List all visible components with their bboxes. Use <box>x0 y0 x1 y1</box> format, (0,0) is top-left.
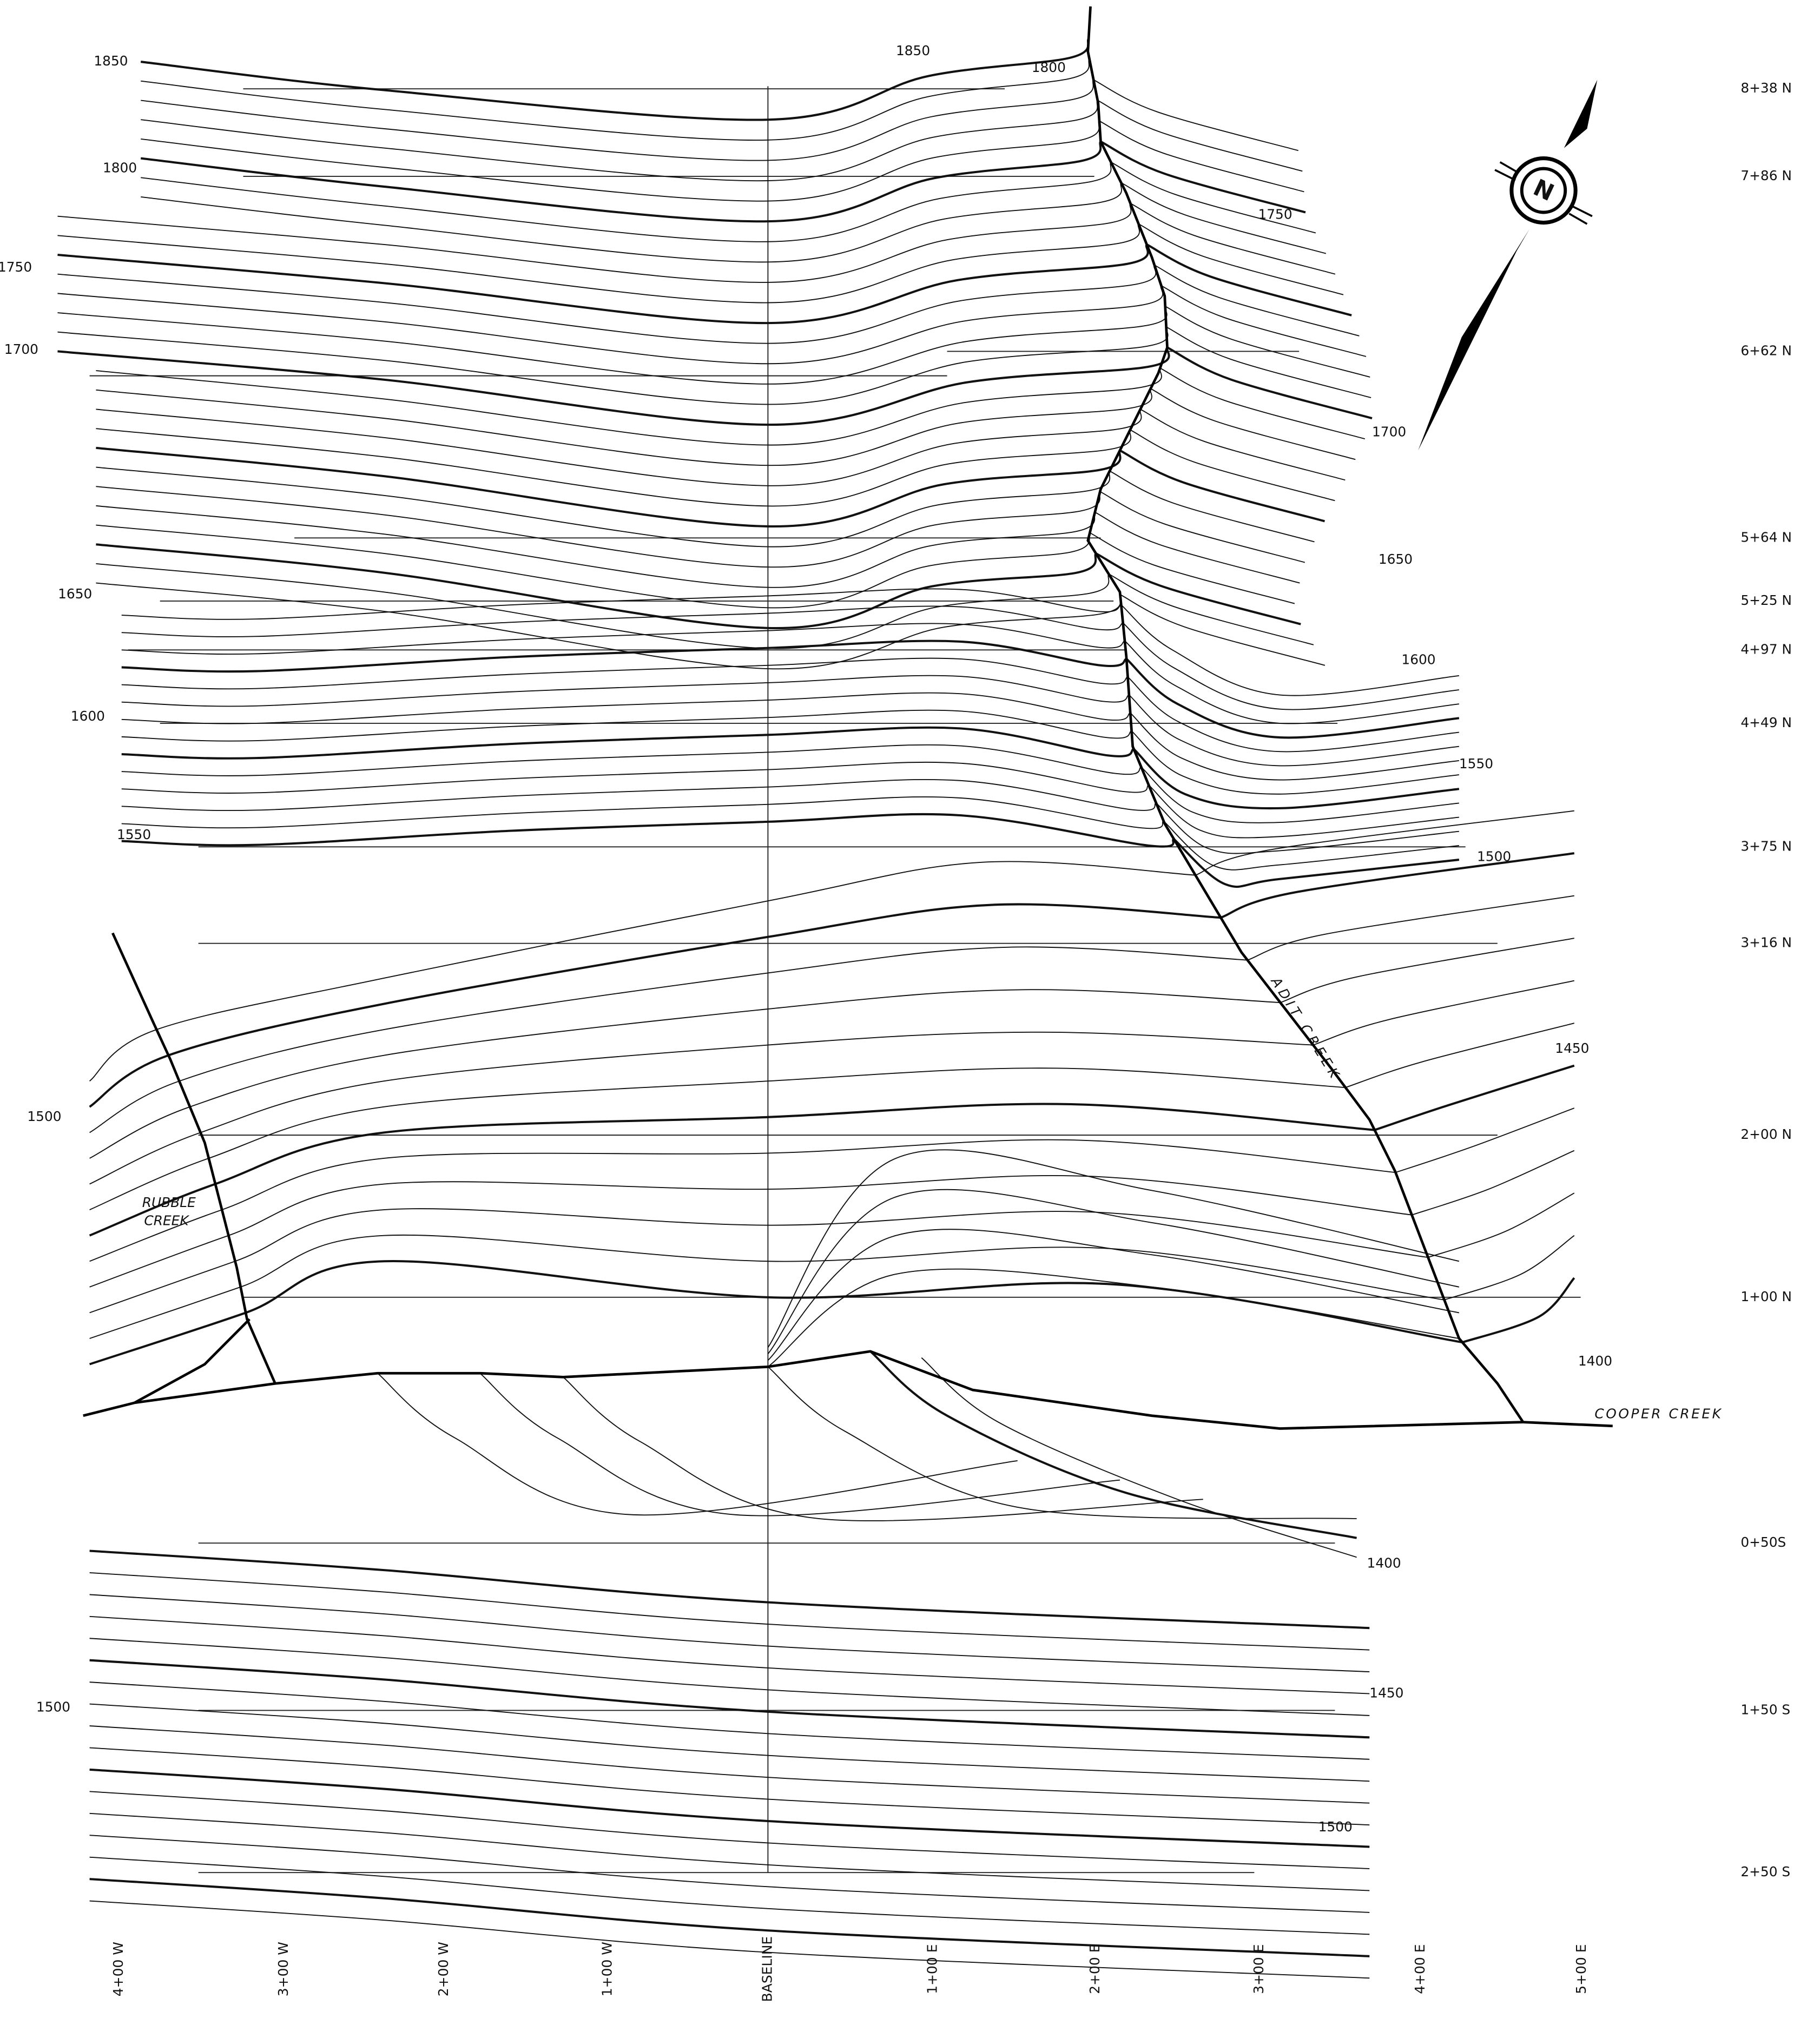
station-label: 2+50 S <box>1740 1864 1790 1879</box>
contour-label: 1850 <box>896 43 930 58</box>
topographic-map: 1850 1800 1750 1700 1650 1600 1550 1500 1500 1850… <box>0 0 1820 2018</box>
creek-label: RUBBLE <box>142 1195 196 1210</box>
contour-label: 1750 <box>1258 206 1292 222</box>
station-label: 4+49 N <box>1740 715 1792 730</box>
offset-label: 1+00 W <box>599 1942 615 1996</box>
offset-label: 5+00 E <box>1573 1944 1589 1994</box>
creek-label: COOPER CREEK <box>1594 1406 1723 1421</box>
contour-label: 1700 <box>4 341 38 357</box>
station-label: 1+50 S <box>1740 1702 1790 1717</box>
station-label: 5+64 N <box>1740 529 1792 545</box>
station-label: 3+16 N <box>1740 935 1792 951</box>
offset-label: 3+00 W <box>275 1942 291 1996</box>
station-label: 4+97 N <box>1740 641 1792 657</box>
contour-label: 1400 <box>1578 1353 1612 1369</box>
contour-label: 1600 <box>1401 651 1435 667</box>
contour-label: 1800 <box>103 160 137 176</box>
contour-label: 1550 <box>117 827 151 842</box>
contour-label: 1500 <box>1477 848 1511 864</box>
contour-label: 1450 <box>1555 1040 1589 1056</box>
offset-label: 4+00 W <box>110 1942 126 1996</box>
contour-label: 1650 <box>58 586 92 602</box>
station-label: 0+50S <box>1740 1534 1786 1550</box>
contour-label: 1800 <box>1032 60 1066 75</box>
contour-label: 1450 <box>1369 1685 1403 1700</box>
station-label: 2+00 N <box>1740 1126 1792 1142</box>
station-label: 7+86 N <box>1740 168 1792 183</box>
contour-label: 1600 <box>71 708 105 724</box>
contour-label: 1700 <box>1372 424 1406 439</box>
creek-label: CREEK <box>144 1212 189 1228</box>
contour-label: 1400 <box>1367 1555 1401 1571</box>
station-label: 6+62 N <box>1740 342 1792 358</box>
offset-label: 2+00 W <box>436 1942 451 1996</box>
offset-label: 2+00 E <box>1087 1944 1103 1994</box>
station-label: 1+00 N <box>1740 1289 1792 1304</box>
station-label: 3+75 N <box>1740 838 1792 854</box>
offset-label: 3+00 E <box>1251 1944 1267 1994</box>
contour-label: 1500 <box>27 1109 61 1124</box>
station-label: 8+38 N <box>1740 80 1792 96</box>
station-label: 5+25 N <box>1740 592 1792 608</box>
contour-label: 1650 <box>1379 551 1413 567</box>
contour-label: 1750 <box>0 259 32 275</box>
contour-label: 1550 <box>1459 756 1493 771</box>
offset-label: BASELINE <box>759 1936 775 2002</box>
offset-label: 4+00 E <box>1412 1944 1428 1994</box>
contour-label: 1500 <box>1318 1819 1353 1835</box>
contour-label: 1850 <box>94 53 128 69</box>
contour-label: 1500 <box>36 1699 70 1715</box>
offset-label: 1+00 E <box>925 1944 940 1994</box>
